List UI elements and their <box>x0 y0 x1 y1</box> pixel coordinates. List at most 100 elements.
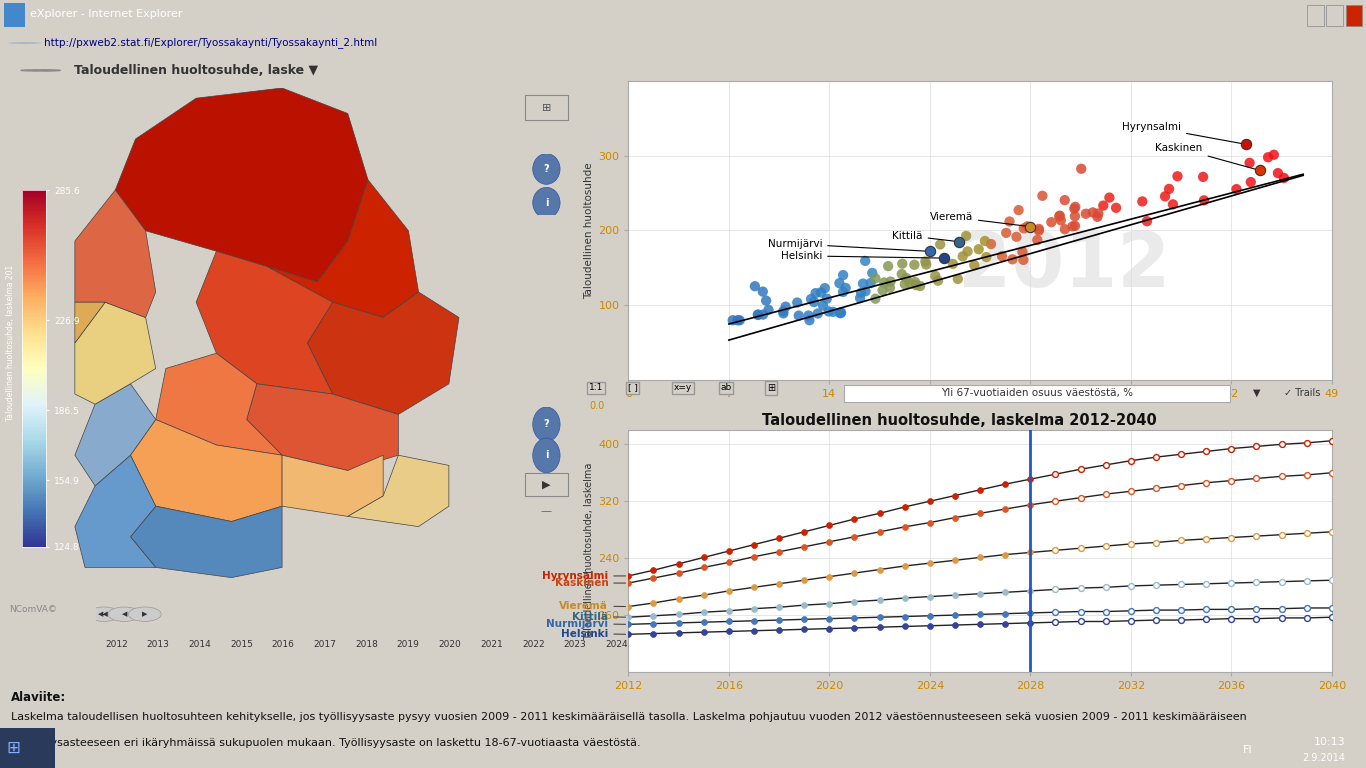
Point <box>1045 606 1067 618</box>
Point <box>1019 584 1041 597</box>
Point <box>891 268 912 280</box>
Point <box>1045 495 1067 508</box>
Point <box>1087 207 1109 220</box>
Text: Vieremä: Vieremä <box>560 601 626 611</box>
Point <box>910 280 932 292</box>
Point <box>1070 615 1091 627</box>
Text: [ ]: [ ] <box>628 383 638 392</box>
Text: Kaskinen: Kaskinen <box>555 578 626 588</box>
Point <box>1094 540 1116 552</box>
Point <box>831 306 852 319</box>
Point <box>1071 163 1093 175</box>
Point <box>1012 253 1034 266</box>
Point <box>893 611 915 623</box>
Point <box>1070 492 1091 504</box>
Polygon shape <box>115 88 367 282</box>
Circle shape <box>87 607 120 621</box>
Y-axis label: Taloudellinen huoltosuhde, laskelma: Taloudellinen huoltosuhde, laskelma <box>583 462 594 640</box>
Point <box>1145 614 1167 626</box>
Point <box>996 227 1018 239</box>
Point <box>768 578 790 590</box>
Point <box>1120 455 1142 467</box>
Point <box>865 272 887 284</box>
Point <box>813 300 835 312</box>
Point <box>794 599 816 611</box>
Point <box>869 594 891 606</box>
Point <box>956 245 978 257</box>
Text: ?: ? <box>544 164 549 174</box>
Point <box>967 243 989 256</box>
Point <box>768 545 790 558</box>
Point <box>899 277 921 290</box>
Point <box>948 236 970 248</box>
Circle shape <box>533 438 560 472</box>
Point <box>668 567 690 579</box>
Point <box>970 618 992 631</box>
Point <box>919 591 941 603</box>
Bar <box>1037 93 1153 115</box>
Point <box>768 614 790 626</box>
Point <box>1026 234 1048 247</box>
Polygon shape <box>130 419 283 521</box>
Text: Kittilä: Kittilä <box>892 230 956 241</box>
Point <box>1063 203 1085 215</box>
Point <box>668 608 690 621</box>
Point <box>850 292 872 304</box>
Text: Yli 67-vuotiaiden osuus väestöstä, %: Yli 67-vuotiaiden osuus väestöstä, % <box>941 388 1132 398</box>
Point <box>852 277 874 290</box>
Text: ▼: ▼ <box>1253 388 1261 398</box>
Point <box>1296 527 1318 539</box>
Point <box>1220 531 1242 544</box>
Point <box>1195 477 1217 489</box>
Point <box>1086 210 1108 223</box>
Point <box>869 525 891 538</box>
Point <box>1120 580 1142 592</box>
Point <box>743 551 765 563</box>
Point <box>1050 214 1072 227</box>
Bar <box>525 473 568 496</box>
Point <box>818 305 840 317</box>
Point <box>1270 470 1292 482</box>
Text: ✓ Trails: ✓ Trails <box>1284 388 1320 398</box>
Point <box>975 251 997 263</box>
Point <box>1145 604 1167 616</box>
Point <box>869 507 891 519</box>
Point <box>1240 176 1262 188</box>
Point <box>829 306 851 319</box>
Point <box>970 551 992 564</box>
Point <box>668 558 690 570</box>
Point <box>1082 207 1104 219</box>
Point <box>1220 442 1242 455</box>
Point <box>919 610 941 622</box>
Point <box>1029 224 1050 237</box>
Point <box>915 258 937 270</box>
Point <box>1093 200 1115 212</box>
Point <box>743 581 765 594</box>
Point <box>768 601 790 614</box>
Point <box>800 293 822 305</box>
Point <box>895 272 917 284</box>
Point <box>1094 458 1116 471</box>
Point <box>1264 148 1285 161</box>
Point <box>1296 602 1318 614</box>
Point <box>1070 542 1091 554</box>
Point <box>1137 215 1158 227</box>
Point <box>994 586 1016 598</box>
Point <box>970 484 992 496</box>
Point <box>832 269 854 281</box>
Text: 1:1: 1:1 <box>589 383 604 392</box>
Point <box>1094 581 1116 594</box>
Point <box>970 588 992 600</box>
Point <box>1171 604 1193 616</box>
Polygon shape <box>75 190 156 317</box>
Circle shape <box>533 154 560 184</box>
Point <box>903 259 925 271</box>
Point <box>719 584 740 597</box>
Point <box>1053 194 1075 207</box>
Point <box>1031 190 1053 202</box>
Point <box>832 286 854 298</box>
Point <box>1270 439 1292 451</box>
Point <box>818 598 840 610</box>
Point <box>893 560 915 572</box>
Bar <box>1326 5 1343 25</box>
